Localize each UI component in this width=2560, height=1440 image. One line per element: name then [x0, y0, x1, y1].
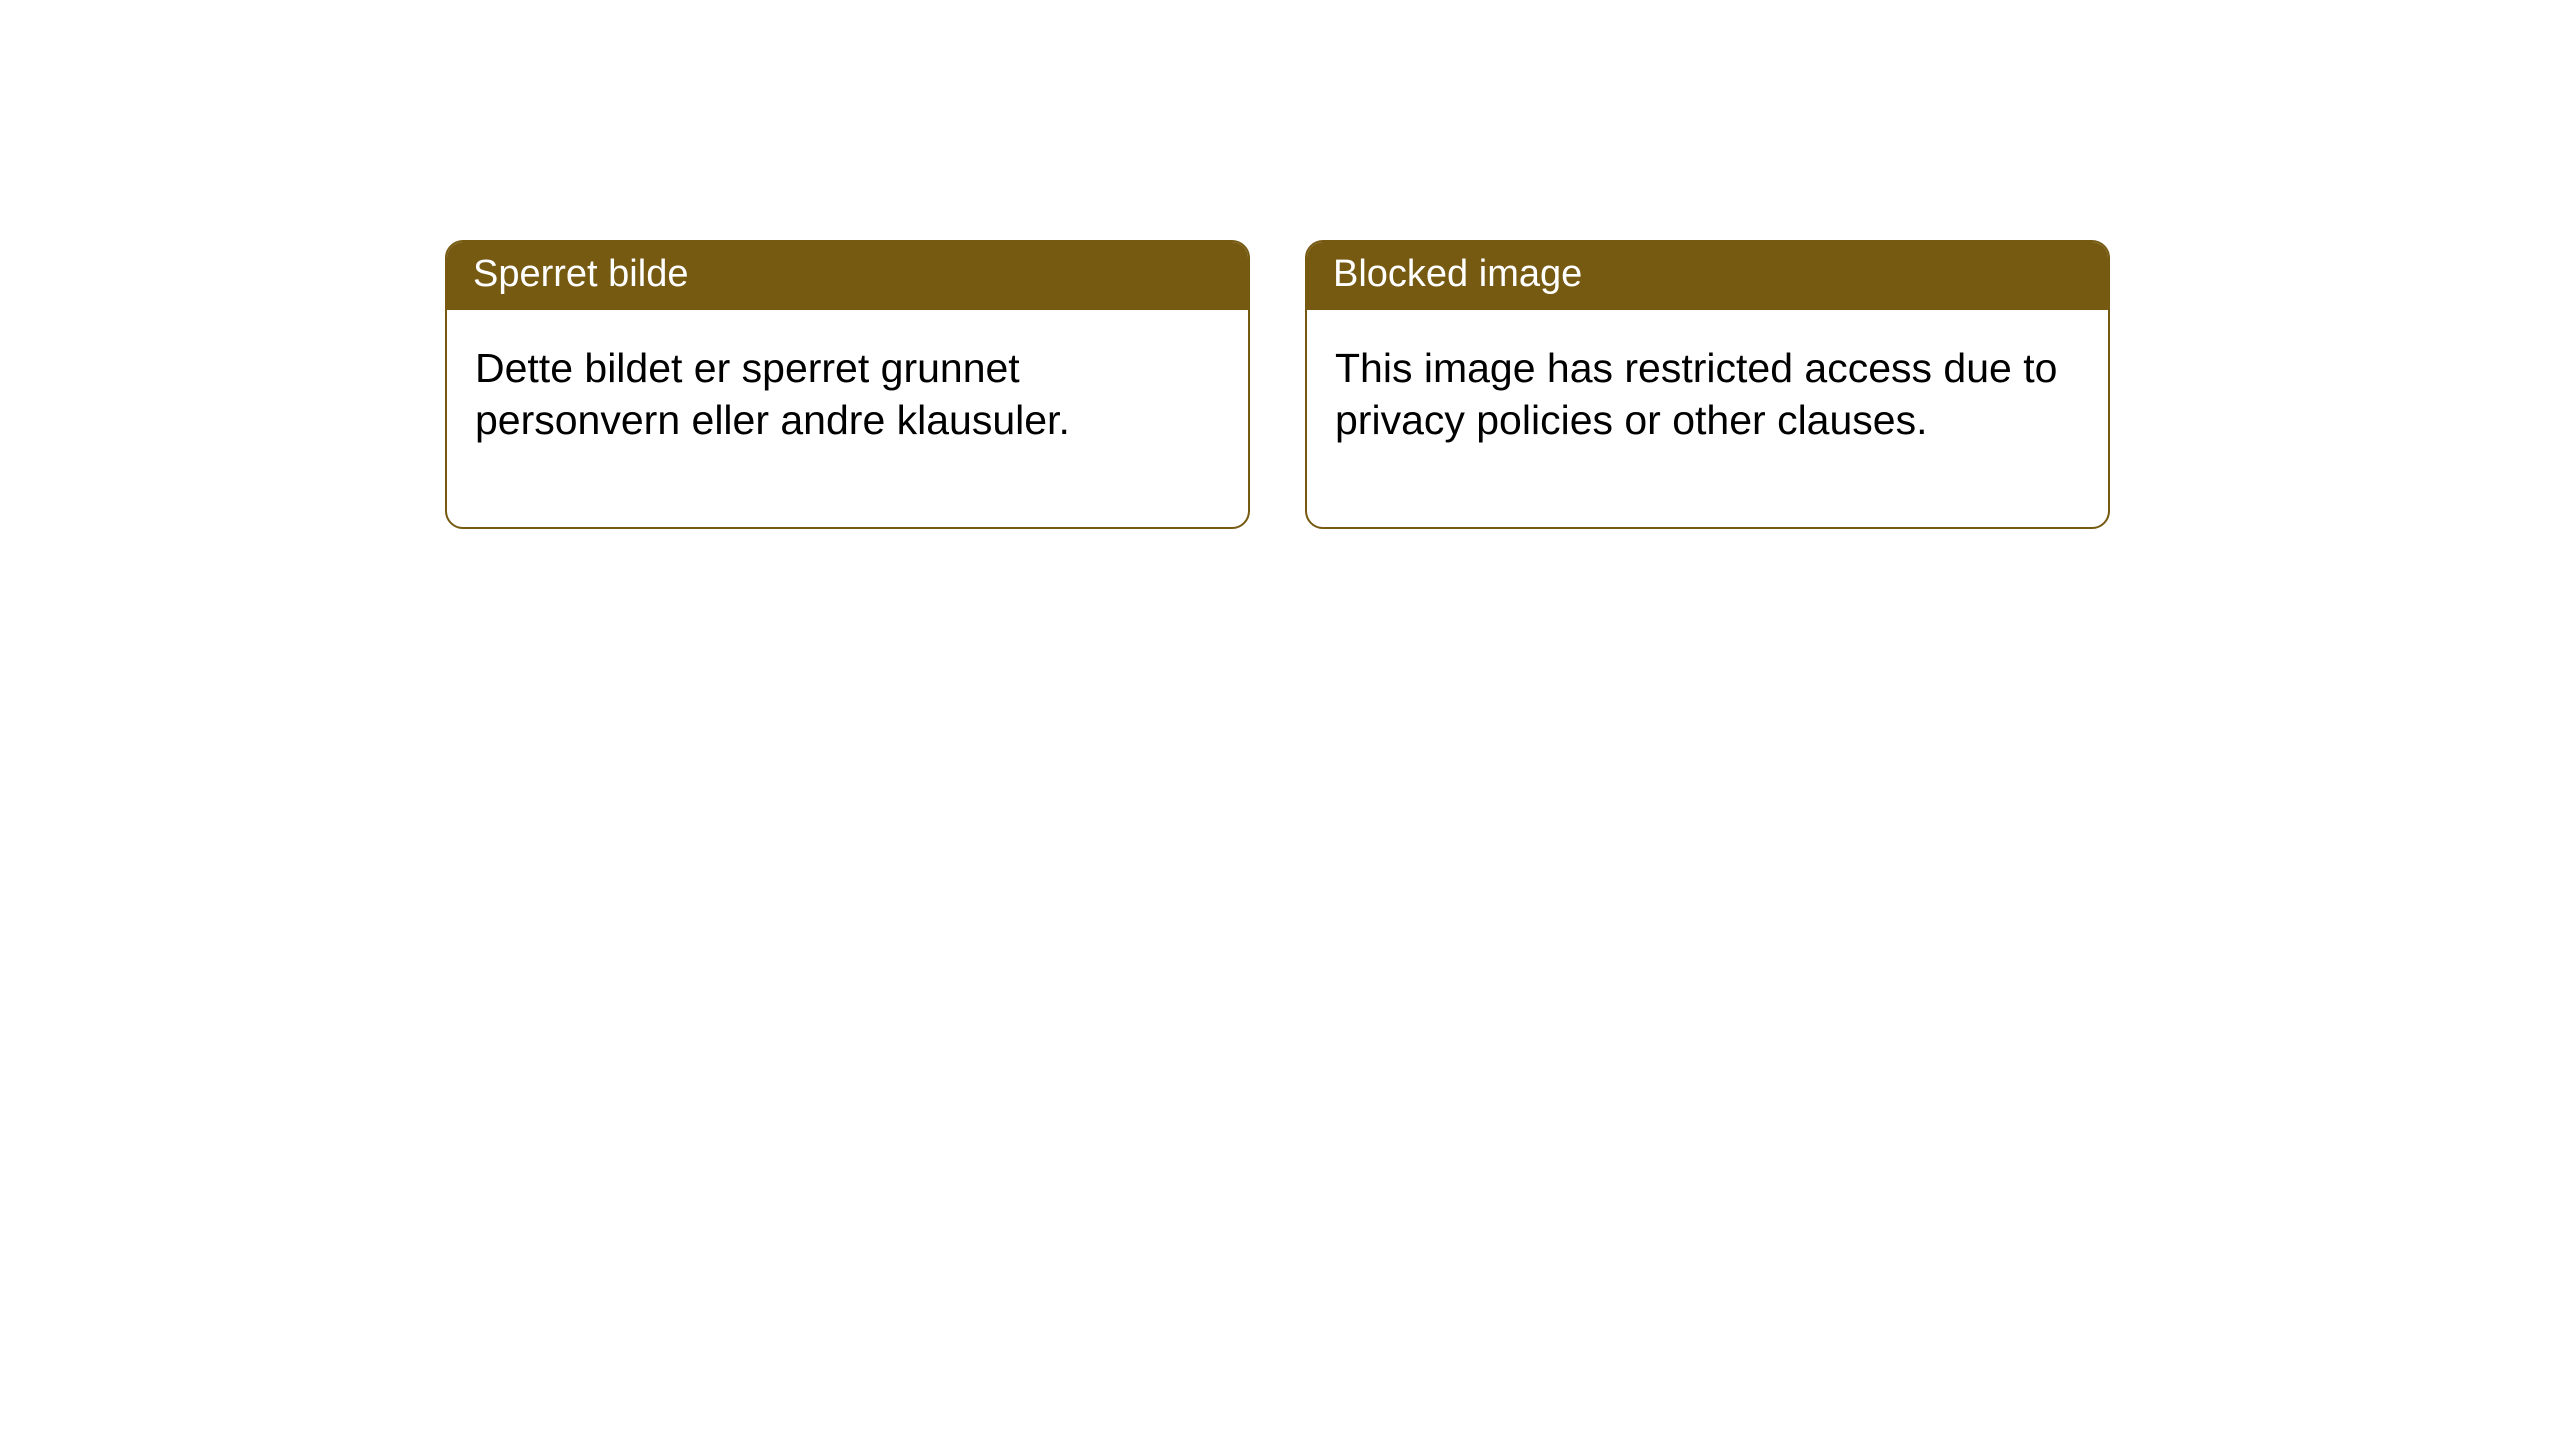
notice-container: Sperret bilde Dette bildet er sperret gr…: [445, 240, 2110, 529]
notice-header-norwegian: Sperret bilde: [447, 242, 1248, 310]
notice-body-english: This image has restricted access due to …: [1307, 310, 2108, 527]
notice-card-norwegian: Sperret bilde Dette bildet er sperret gr…: [445, 240, 1250, 529]
notice-header-english: Blocked image: [1307, 242, 2108, 310]
notice-body-norwegian: Dette bildet er sperret grunnet personve…: [447, 310, 1248, 527]
notice-card-english: Blocked image This image has restricted …: [1305, 240, 2110, 529]
